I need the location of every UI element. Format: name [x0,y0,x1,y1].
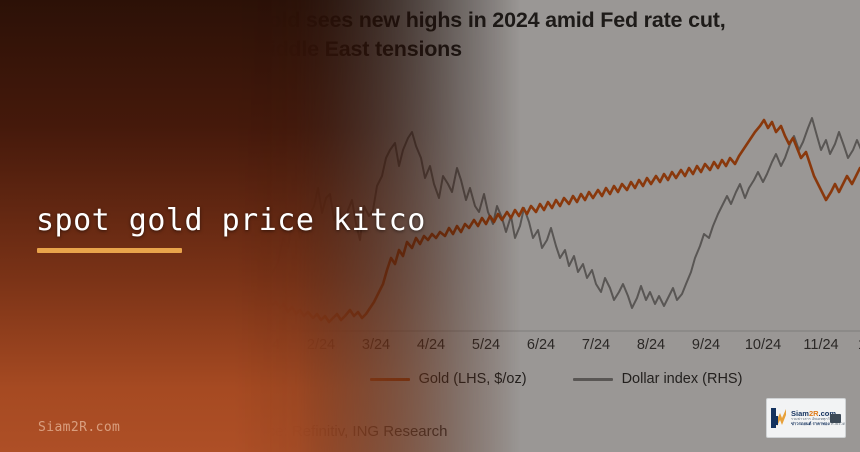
logo-name: Siam2R.com [791,408,836,418]
watermark-text: Siam2R.com [38,420,121,435]
chart-x-axis: 1/24 2/24 3/24 4/24 5/24 6/24 7/24 8/24 … [236,333,860,357]
x-tick: 9/24 [691,337,721,353]
x-tick: 1/24 [251,337,281,353]
siam2r-logo-icon [771,408,786,428]
x-tick: 11/24 [803,337,839,353]
logo-tagline: รวมข่าวสาร อัพเดททุกวัน [791,416,833,421]
legend-swatch-gold-icon [369,377,410,381]
x-tick: 12/24 [858,337,860,353]
logo-name-tld: .com [818,408,837,418]
overlay-headline: spot gold price kitco [36,203,426,238]
logo-chip-icon [830,413,841,423]
chart-source-note: Source: Refinitiv, ING Research [236,423,448,440]
x-tick: 5/24 [471,337,501,353]
x-tick: 6/24 [526,337,556,353]
chart-title: Gold sees new highs in 2024 amid Fed rat… [252,8,726,61]
legend-item-gold: Gold (LHS, $/oz) [369,371,527,387]
logo-subtitle-thin: หวยงวดนี้ [830,420,846,426]
legend-swatch-dollar-index-icon [572,377,613,381]
logo-subtitle-bold: ข่าวรถยนต์ ราคาทอง [791,420,830,426]
overlay-headline-underline [37,248,182,253]
logo-subtitle: ข่าวรถยนต์ ราคาทอง หวยงวดนี้ [791,420,845,427]
legend-label-dollar-index: Dollar index (RHS) [621,371,743,387]
x-tick: 8/24 [636,337,666,353]
x-tick: 10/24 [744,337,782,353]
x-tick: 4/24 [416,337,446,353]
legend-item-dollar-index: Dollar index (RHS) [572,371,743,387]
chart-legend: Gold (LHS, $/oz) Dollar index (RHS) [236,366,860,392]
logo-name-main: Siam [791,408,809,418]
logo-name-accent: 2R [808,408,819,418]
x-tick: 2/24 [306,337,336,353]
legend-label-gold: Gold (LHS, $/oz) [418,371,527,387]
x-tick: 3/24 [361,337,391,353]
logo-text-block: Siam2R.com รวมข่าวสาร อัพเดททุกวัน ข่าวร… [791,408,845,427]
site-logo-badge[interactable]: Siam2R.com รวมข่าวสาร อัพเดททุกวัน ข่าวร… [766,398,846,438]
x-tick: 7/24 [581,337,611,353]
